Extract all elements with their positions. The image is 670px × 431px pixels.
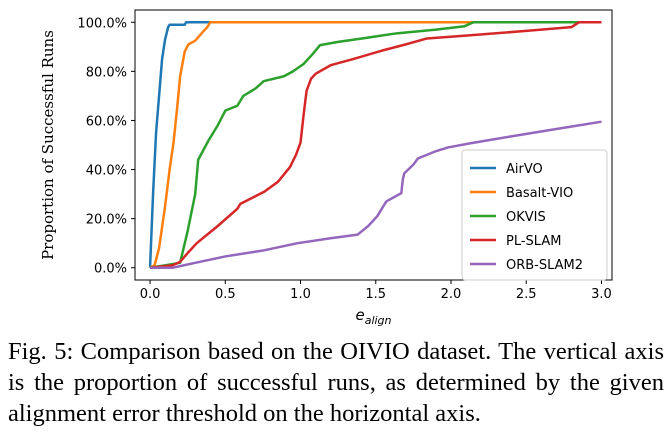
x-axis-label: ealign	[355, 306, 391, 327]
legend: AirVO Basalt-VIO OKVIS PL-SLAM ORB-SLAM2	[461, 149, 608, 281]
y-axis-label: Proportion of Successful Runs	[39, 30, 57, 260]
x-tick-label: 1.0	[290, 287, 311, 302]
series-line-okvis	[149, 21, 602, 269]
series-line-airvo	[148, 21, 602, 268]
figure-caption: Fig. 5: Comparison based on the OIVIO da…	[8, 338, 664, 427]
legend-label: AirVO	[506, 162, 543, 177]
x-tick-label: 0.0	[140, 287, 161, 302]
legend-box	[461, 149, 608, 281]
chart: 0.0 0.5 1.0 1.5 2.0 2.5 3.0 0.0% 20.0% 40.0% 60.0%…	[39, 9, 613, 327]
y-tick-label: 80.0%	[86, 65, 127, 80]
series-line-basalt-vio	[149, 21, 602, 269]
series-lines	[148, 21, 602, 269]
x-tick-label: 0.5	[215, 287, 236, 302]
legend-label: ORB-SLAM2	[506, 258, 583, 273]
y-tick-label: 40.0%	[86, 164, 127, 179]
legend-label: OKVIS	[506, 210, 546, 225]
legend-label: Basalt-VIO	[506, 186, 573, 201]
x-tick-label: 2.0	[441, 287, 462, 302]
y-tick-label: 0.0%	[94, 262, 127, 277]
y-tick-label: 100.0%	[77, 16, 127, 31]
plot-axes: 0.0 0.5 1.0 1.5 2.0 2.5 3.0 0.0% 20.0% 40.0% 60.0%…	[39, 9, 613, 327]
x-tick-label: 3.0	[591, 287, 612, 302]
series-line-orb-slam2	[150, 120, 602, 269]
x-tick-label: 1.5	[365, 287, 386, 302]
series-line-pl-slam	[149, 21, 602, 269]
y-tick-label: 20.0%	[86, 213, 127, 228]
plot-frame	[134, 9, 613, 281]
x-tick-label: 2.5	[516, 287, 537, 302]
legend-label: PL-SLAM	[506, 234, 561, 249]
y-tick-label: 60.0%	[86, 114, 127, 129]
